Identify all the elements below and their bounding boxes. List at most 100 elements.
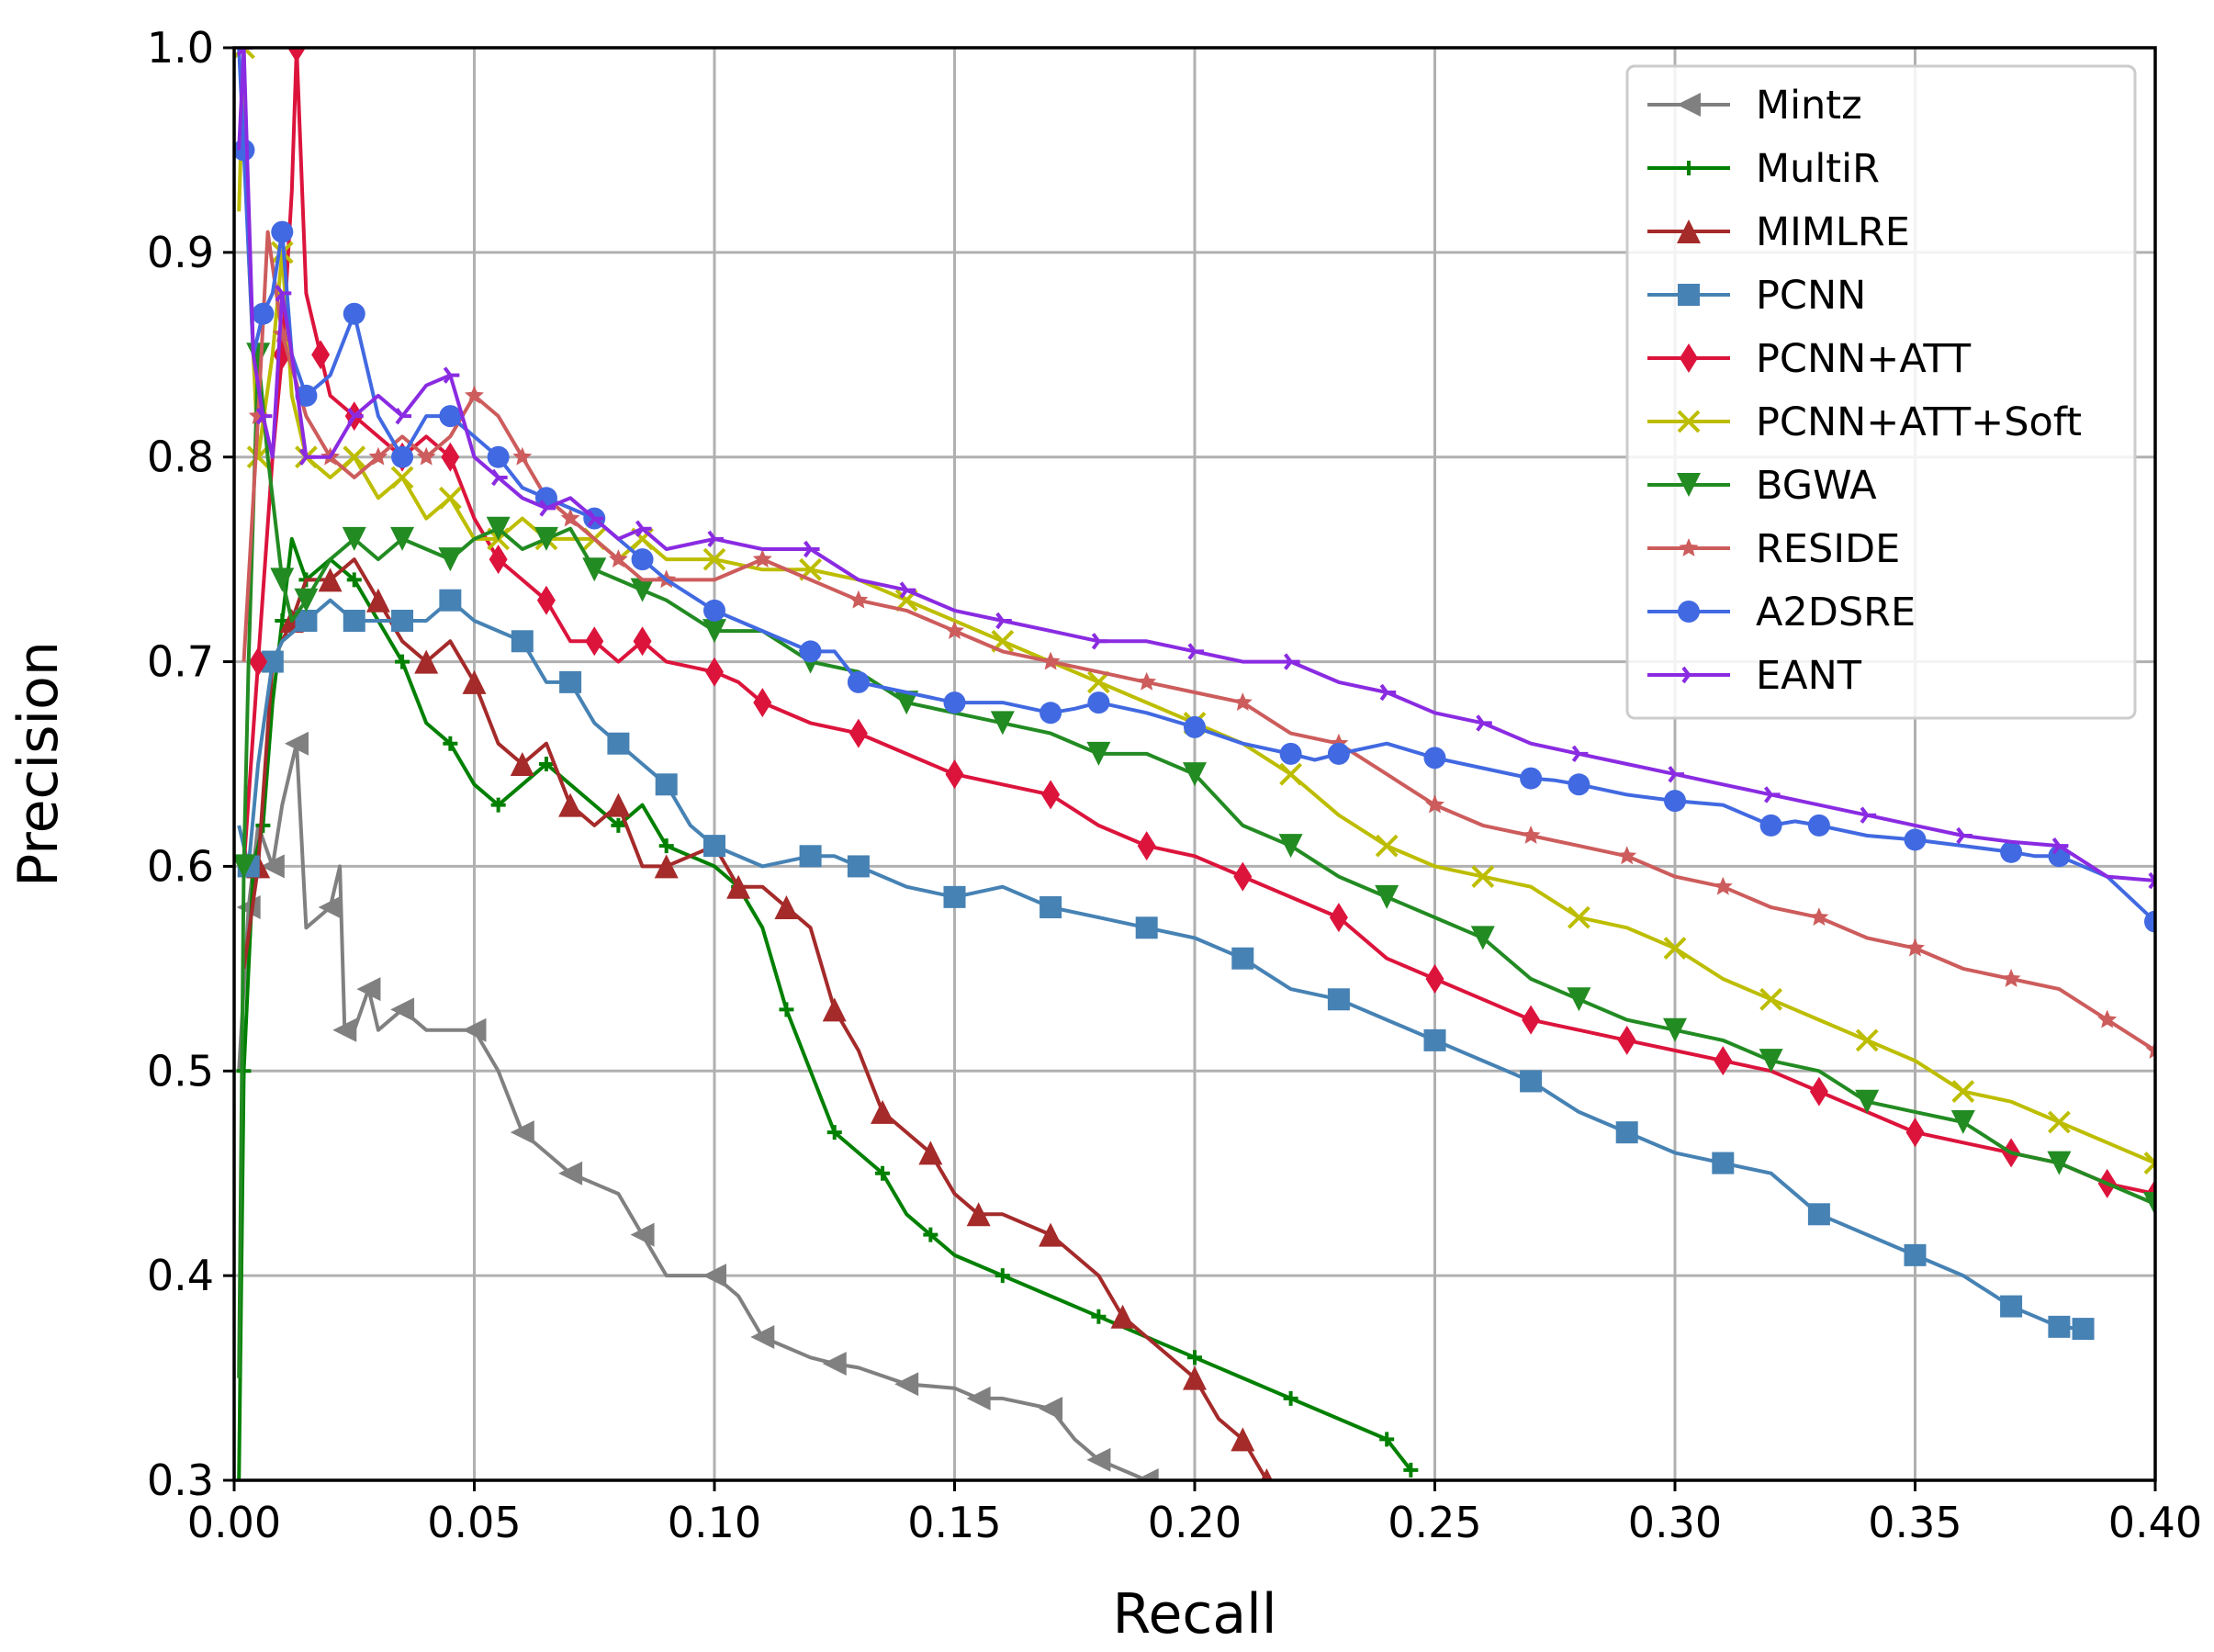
data-point (585, 626, 604, 657)
data-point (633, 626, 652, 657)
data-point (271, 220, 294, 243)
legend-box (1625, 64, 2137, 720)
data-point (1663, 1017, 1687, 1042)
data-point (702, 619, 726, 644)
data-point (1040, 896, 1062, 918)
data-point (966, 1386, 991, 1410)
data-point (822, 1351, 847, 1376)
data-point (2143, 1152, 2155, 1174)
data-point (1860, 806, 1877, 824)
data-point (272, 324, 292, 343)
data-point (752, 549, 772, 568)
data-point (1379, 1432, 1395, 1447)
data-point (1086, 1447, 1111, 1472)
legend-marker (1677, 93, 1701, 117)
data-point (365, 588, 390, 612)
data-point (416, 446, 436, 466)
data-point (849, 718, 868, 748)
data-point (465, 385, 484, 404)
data-point (1950, 1110, 1975, 1134)
data-point (342, 526, 366, 551)
data-point (346, 572, 362, 588)
data-point (332, 1017, 357, 1042)
data-point (702, 1264, 726, 1288)
data-point (1040, 702, 1062, 725)
data-point (894, 691, 919, 715)
legend-marker (1680, 343, 1698, 373)
data-point (512, 446, 533, 466)
data-point (347, 407, 364, 425)
data-point (2048, 1315, 2071, 1338)
y-tick-label: 0.5 (147, 1046, 214, 1096)
data-point (1855, 1089, 1880, 1114)
data-point (391, 445, 414, 468)
y-axis-label: Precision (6, 641, 71, 887)
data-point (270, 568, 295, 592)
data-point (1425, 964, 1444, 994)
data-point (1184, 715, 1206, 738)
data-point (847, 855, 870, 878)
data-point (2145, 1040, 2155, 1059)
data-point (799, 640, 822, 663)
data-point (1617, 1025, 1636, 1055)
data-point (1663, 937, 1687, 960)
data-point (539, 500, 556, 517)
data-point (1759, 1049, 1783, 1073)
y-tick-label: 0.8 (147, 433, 214, 482)
data-point (1187, 1350, 1202, 1365)
data-point (943, 691, 966, 714)
data-point (630, 578, 655, 602)
data-point (1327, 988, 1350, 1011)
data-point (462, 669, 487, 694)
data-point (1137, 831, 1156, 861)
data-point (1278, 834, 1303, 859)
data-point (441, 442, 460, 472)
data-point (1759, 814, 1782, 837)
data-point (702, 547, 726, 571)
data-point (2143, 1192, 2155, 1217)
y-tick-label: 0.6 (147, 841, 214, 891)
data-point (1087, 691, 1110, 714)
data-point (1260, 1468, 1273, 1480)
x-tick-label: 0.10 (668, 1498, 761, 1547)
data-point (343, 302, 365, 325)
data-point (1135, 916, 1158, 939)
data-point (462, 1017, 487, 1042)
data-point (1231, 1427, 1255, 1452)
data-point (707, 530, 724, 548)
legend-marker (1678, 284, 1700, 306)
data-point (534, 526, 558, 551)
data-point (995, 612, 1012, 630)
data-point (1522, 1005, 1541, 1035)
data-point (1187, 643, 1204, 660)
data-point (443, 736, 458, 751)
data-point (298, 448, 316, 466)
legend-marker (1679, 538, 1699, 556)
data-point (2000, 840, 2023, 863)
data-point (1110, 1304, 1135, 1329)
data-point (1809, 1076, 1828, 1107)
legend-item: A2DSRE (1647, 590, 1916, 635)
data-point (753, 688, 772, 718)
data-point (491, 468, 508, 487)
data-point (1904, 828, 1927, 851)
data-point (510, 752, 534, 776)
data-point (249, 646, 268, 677)
data-point (236, 1063, 252, 1079)
y-tick-label: 0.3 (147, 1455, 214, 1505)
legend-marker (1681, 161, 1696, 175)
legend-item: EANT (1647, 653, 1862, 699)
legend-label: EANT (1756, 653, 1862, 699)
data-point (606, 792, 631, 817)
data-point (1764, 786, 1781, 804)
data-point (395, 407, 412, 425)
data-point (490, 797, 506, 813)
data-point (799, 845, 822, 868)
data-point (1327, 742, 1350, 765)
data-point (607, 732, 630, 755)
data-point (1471, 865, 1495, 888)
legend-label: BGWA (1756, 463, 1877, 509)
x-tick-label: 0.35 (1868, 1498, 1961, 1547)
data-point (510, 1120, 534, 1145)
data-point (311, 340, 331, 370)
